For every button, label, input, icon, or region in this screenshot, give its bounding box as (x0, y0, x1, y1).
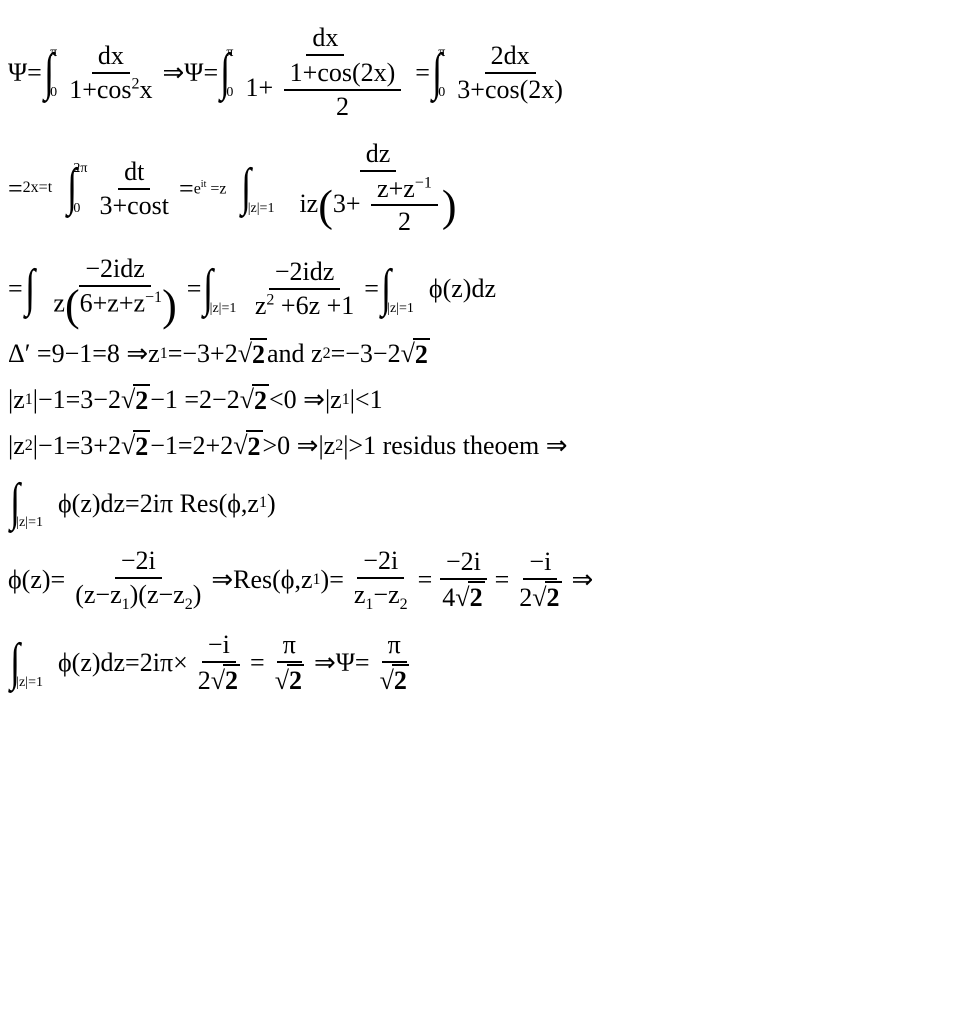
equation-line-7: ∫ |z|=1 ϕ(z)dz=2iπ Res(ϕ,z1) (8, 476, 970, 531)
fraction: π √2 (374, 629, 415, 697)
text: = (8, 274, 23, 304)
equation-line-2: = 2x=t ∫ 2π 0 dt 3+cost = eit =z ∫ |z|=1… (8, 138, 970, 240)
equation-line-8: ϕ(z)= −2i (z−z1)(z−z2) ⇒Res(ϕ,z1)= −2i z… (8, 545, 970, 615)
integral-sign: ∫ (44, 55, 54, 91)
equation-line-1: Ψ= ∫ π 0 dx 1+cos2x ⇒Ψ= ∫ π 0 dx 1+ 1+co… (8, 22, 970, 124)
text: = (187, 274, 202, 304)
integral-sign: ∫ (204, 271, 214, 307)
sub: 2x=t (23, 179, 52, 197)
equation-line-6: |z2|−1=3+2√2−1=2+2√2>0 ⇒|z2|>1 residus t… (8, 430, 970, 462)
text: ⇒Ψ= (163, 58, 219, 88)
equation-line-4: Δ′ =9−1=8 ⇒z1=−3+2√2 and z2=−3−2√2 (8, 338, 970, 370)
fraction: dt 3+cost (93, 156, 175, 222)
fraction: π √2 (269, 629, 310, 697)
fraction: −2i z1−z2 (348, 545, 414, 615)
integral-limits: |z|=1 (16, 476, 43, 531)
integral-sign: ∫ (242, 170, 252, 206)
integral-sign: ∫ (432, 55, 442, 91)
fraction: −i 2√2 (192, 629, 246, 697)
integral-sign: ∫ (25, 271, 35, 307)
integral-sign: ∫ (10, 645, 20, 681)
text: ϕ(z)dz (429, 274, 496, 304)
text: = (415, 58, 430, 88)
integral-limits: |z|=1 (248, 161, 275, 216)
text: Ψ= (8, 58, 42, 88)
fraction: −2i (z−z1)(z−z2) (69, 545, 207, 615)
equation-line-9: ∫ |z|=1 ϕ(z)dz=2iπ× −i 2√2 = π √2 ⇒Ψ= π … (8, 629, 970, 697)
fraction: dx 1+cos2x (63, 40, 158, 106)
fraction: dx 1+ 1+cos(2x) 2 (239, 22, 411, 124)
text: = (179, 174, 194, 204)
fraction: −2idz z2 +6z +1 (249, 256, 360, 322)
integral-limits: |z|=1 (16, 636, 43, 691)
text: Δ′ =9−1=8 ⇒z (8, 339, 160, 369)
fraction: −2idz z(6+z+z−1) (47, 253, 182, 324)
equation-line-5: |z1|−1=3−2√2−1 =2−2√2<0 ⇒|z1|<1 (8, 384, 970, 416)
fraction: 2dx 3+cos(2x) (451, 40, 569, 106)
integral-sign: ∫ (220, 55, 230, 91)
fraction: dz iz(3+ z+z−1 2 ) (293, 138, 462, 240)
text: = (364, 274, 379, 304)
equation-line-3: = ∫ −2idz z(6+z+z−1) = ∫ |z|=1 −2idz z2 … (8, 253, 970, 324)
integral-sign: ∫ (67, 170, 77, 206)
fraction: −i 2√2 (513, 546, 567, 614)
sub: eit =z (194, 179, 227, 199)
integral-sign: ∫ (381, 271, 391, 307)
integral-limits: |z|=1 (387, 261, 414, 316)
integral-limits: |z|=1 (210, 261, 237, 316)
integral-sign: ∫ (10, 485, 20, 521)
fraction: −2i 4√2 (436, 546, 490, 614)
text: = (8, 174, 23, 204)
